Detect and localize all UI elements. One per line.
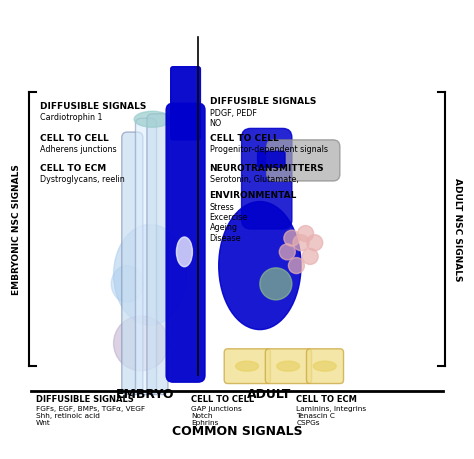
Text: EMBRYO: EMBRYO bbox=[116, 387, 175, 400]
Ellipse shape bbox=[307, 235, 323, 251]
Ellipse shape bbox=[289, 258, 304, 274]
Text: Stress
Excercise
Ageing
Disease: Stress Excercise Ageing Disease bbox=[210, 202, 248, 242]
Text: Dystroglycans, reelin: Dystroglycans, reelin bbox=[40, 175, 125, 184]
FancyBboxPatch shape bbox=[147, 115, 168, 395]
Text: CELL TO ECM: CELL TO ECM bbox=[296, 394, 357, 403]
Text: CELL TO CELL: CELL TO CELL bbox=[40, 134, 109, 143]
Ellipse shape bbox=[236, 361, 258, 371]
FancyBboxPatch shape bbox=[257, 152, 285, 168]
Text: CELL TO ECM: CELL TO ECM bbox=[40, 163, 107, 172]
Ellipse shape bbox=[114, 316, 168, 371]
Text: ENVIRONMENTAL: ENVIRONMENTAL bbox=[210, 191, 297, 200]
FancyBboxPatch shape bbox=[242, 129, 292, 230]
Text: DIFFUSIBLE SIGNALS: DIFFUSIBLE SIGNALS bbox=[40, 102, 147, 111]
Text: COMMON SIGNALS: COMMON SIGNALS bbox=[172, 424, 302, 437]
Text: Cardiotrophin 1: Cardiotrophin 1 bbox=[40, 113, 103, 122]
Ellipse shape bbox=[111, 266, 143, 302]
Text: Progenitor-dependent signals: Progenitor-dependent signals bbox=[210, 145, 328, 154]
Text: ADULT: ADULT bbox=[247, 387, 291, 400]
Ellipse shape bbox=[302, 249, 318, 265]
Text: NEUROTRANSMITTERS: NEUROTRANSMITTERS bbox=[210, 163, 324, 172]
Text: FGFs, EGF, BMPs, TGFα, VEGF
Shh, retinoic acid
Wnt: FGFs, EGF, BMPs, TGFα, VEGF Shh, retinoi… bbox=[36, 405, 145, 425]
Text: PDGF, PEDF
NO: PDGF, PEDF NO bbox=[210, 109, 256, 128]
Text: Laminins, Integrins
Tenascin C
CSPGs: Laminins, Integrins Tenascin C CSPGs bbox=[296, 405, 366, 425]
FancyBboxPatch shape bbox=[267, 140, 340, 182]
Ellipse shape bbox=[114, 225, 187, 325]
Ellipse shape bbox=[298, 226, 314, 242]
FancyBboxPatch shape bbox=[166, 104, 205, 382]
Text: Adherens junctions: Adherens junctions bbox=[40, 145, 117, 154]
Text: EMBRYONIC NSC SIGNALS: EMBRYONIC NSC SIGNALS bbox=[12, 164, 21, 295]
FancyBboxPatch shape bbox=[136, 119, 156, 395]
FancyBboxPatch shape bbox=[171, 67, 201, 140]
Ellipse shape bbox=[277, 361, 300, 371]
Ellipse shape bbox=[313, 361, 336, 371]
Text: Serotonin, Glutamate,: Serotonin, Glutamate, bbox=[210, 175, 298, 184]
Ellipse shape bbox=[176, 237, 192, 267]
Text: ADULT NSC SIGNALS: ADULT NSC SIGNALS bbox=[453, 178, 462, 281]
Text: DIFFUSIBLE SIGNALS: DIFFUSIBLE SIGNALS bbox=[36, 394, 134, 403]
Text: GAP junctions
Notch
Ephrins: GAP junctions Notch Ephrins bbox=[191, 405, 242, 425]
Ellipse shape bbox=[219, 202, 301, 330]
FancyBboxPatch shape bbox=[265, 349, 311, 384]
Text: CELL TO CELL: CELL TO CELL bbox=[210, 134, 278, 143]
Text: DIFFUSIBLE SIGNALS: DIFFUSIBLE SIGNALS bbox=[210, 97, 316, 106]
Text: CELL TO CELL: CELL TO CELL bbox=[191, 394, 255, 403]
Ellipse shape bbox=[134, 112, 171, 128]
FancyBboxPatch shape bbox=[307, 349, 344, 384]
Ellipse shape bbox=[279, 244, 295, 260]
FancyBboxPatch shape bbox=[122, 133, 143, 395]
FancyBboxPatch shape bbox=[224, 349, 270, 384]
Ellipse shape bbox=[284, 230, 300, 246]
Ellipse shape bbox=[260, 268, 292, 300]
Ellipse shape bbox=[293, 235, 309, 251]
